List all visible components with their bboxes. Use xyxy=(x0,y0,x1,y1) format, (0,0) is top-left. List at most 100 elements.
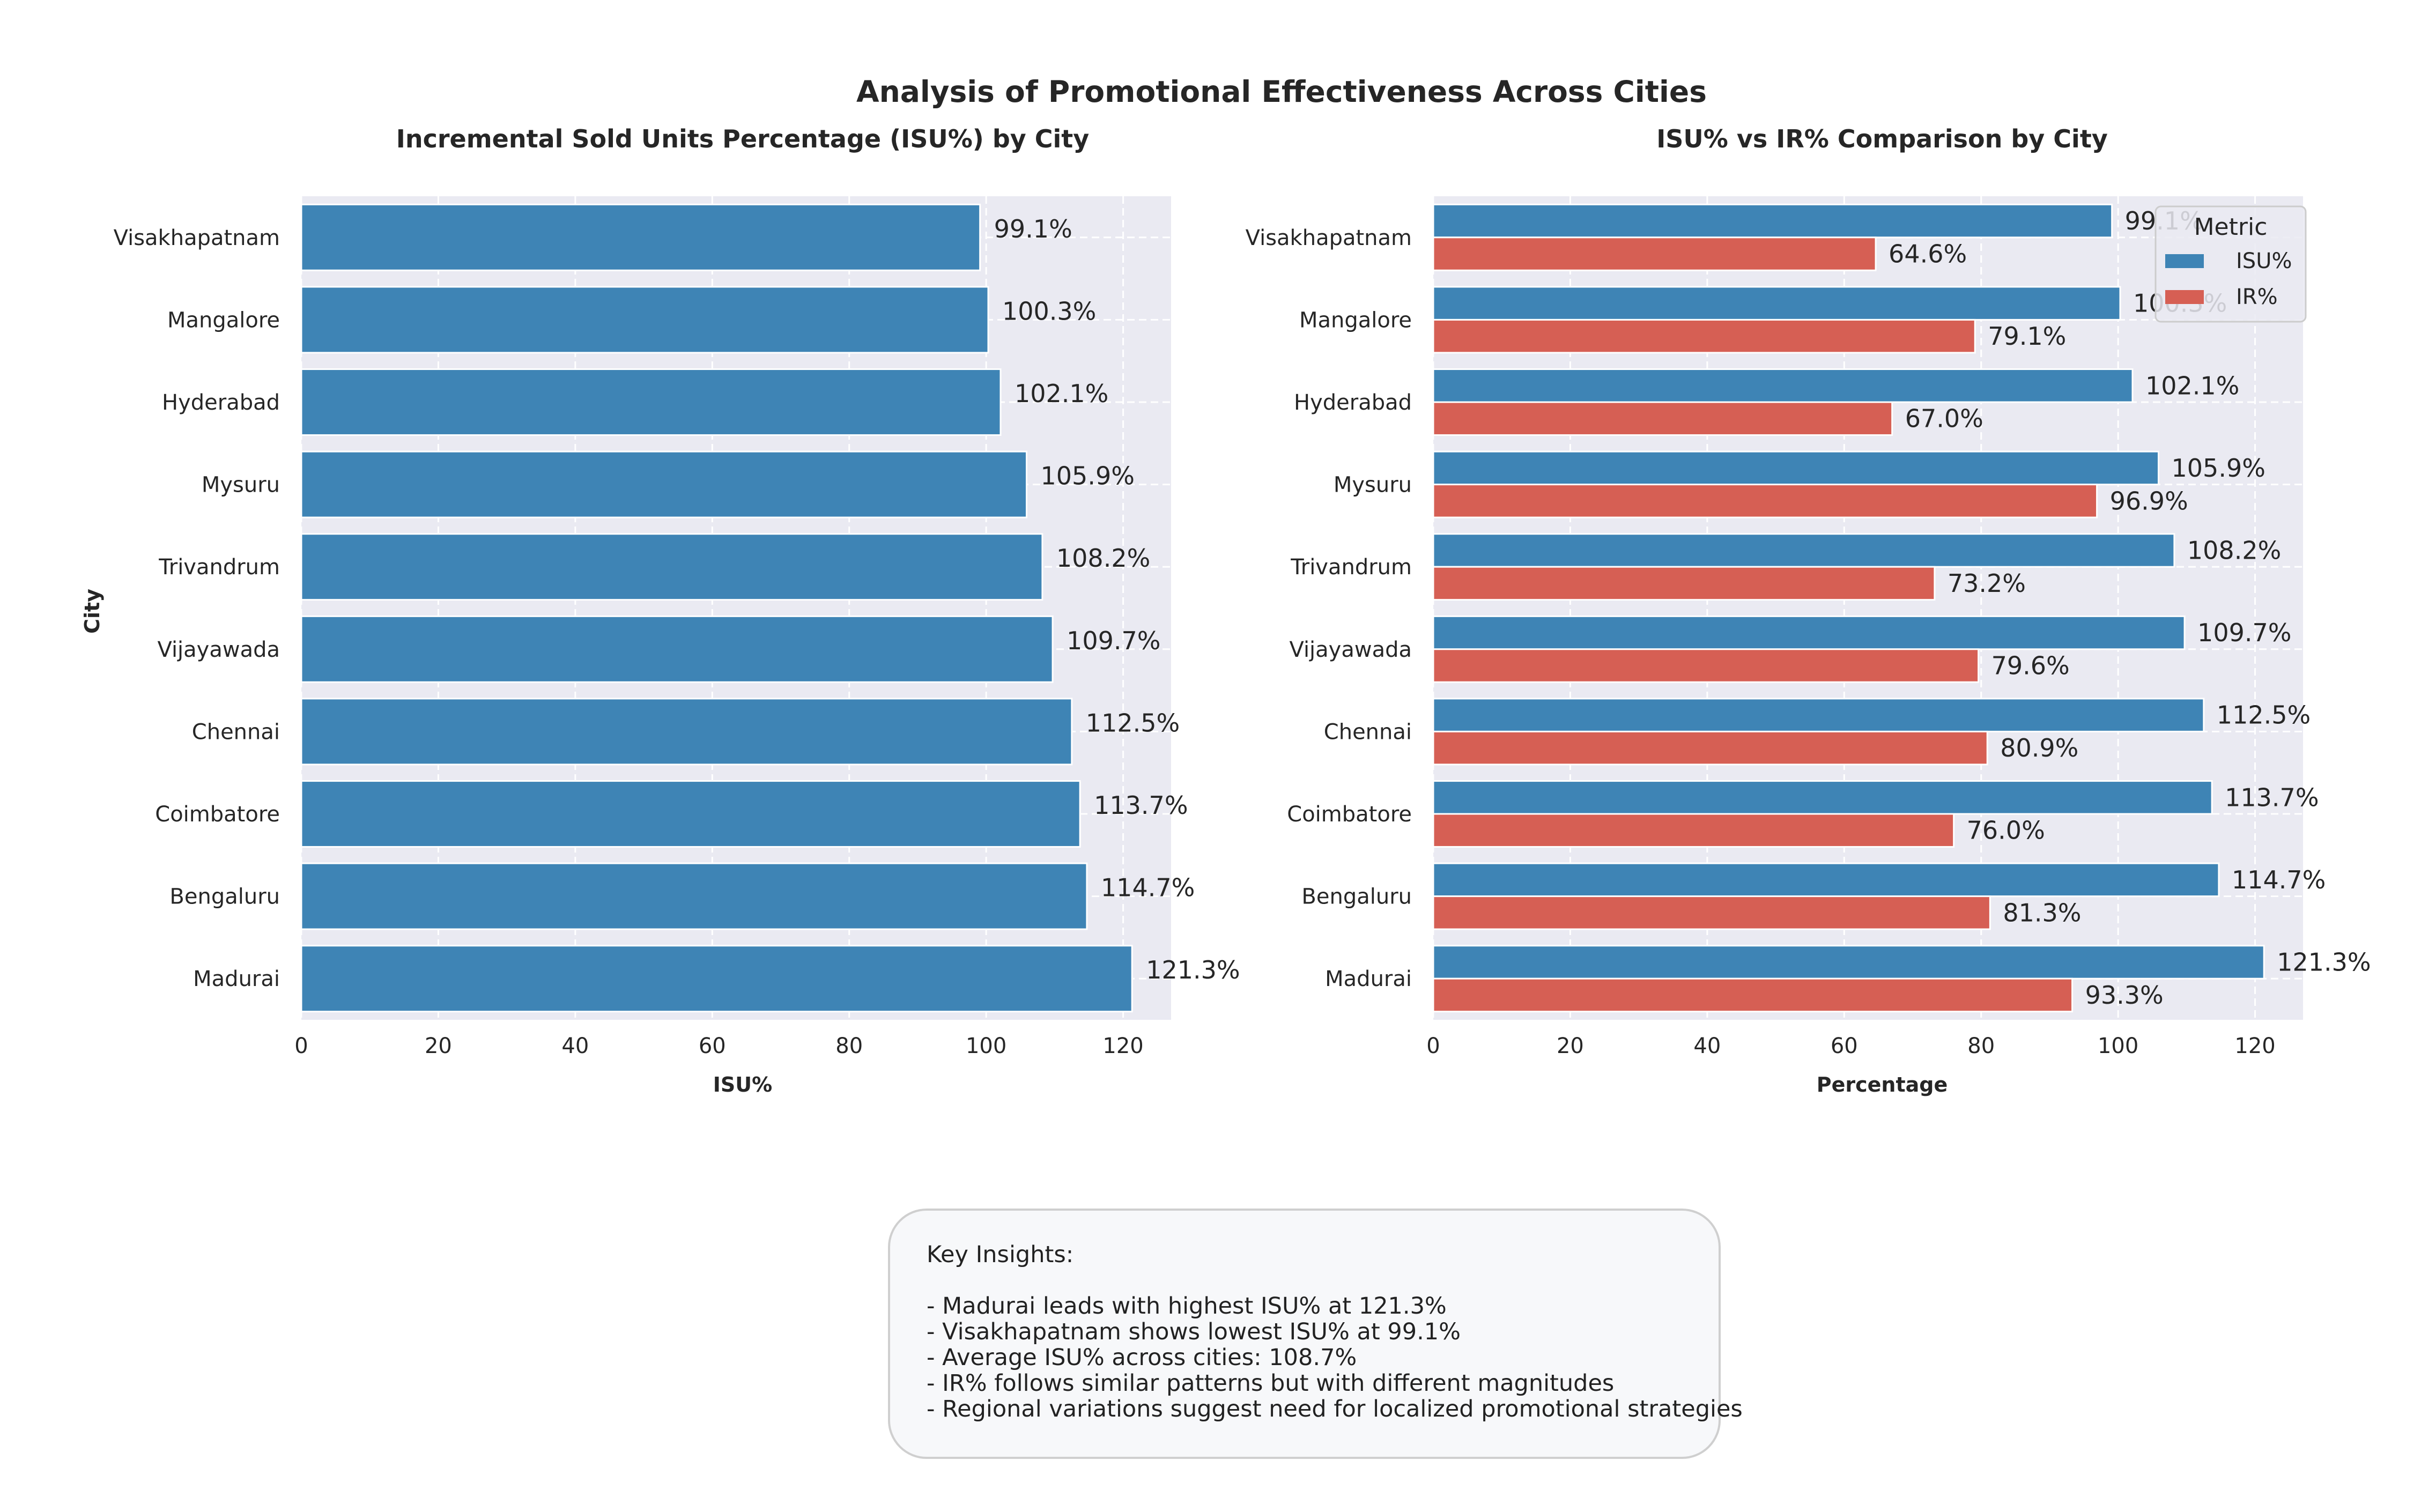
bar xyxy=(300,780,1081,848)
data-label: 102.1% xyxy=(1015,379,1108,408)
x-tick-label: 0 xyxy=(1426,1034,1440,1058)
x-tick-label: 20 xyxy=(425,1034,452,1058)
city-label: Bengaluru xyxy=(1301,885,1412,909)
bar-ir xyxy=(1432,648,1980,683)
city-label: Visakhapatnam xyxy=(114,226,280,250)
data-label: 99.1% xyxy=(994,214,1072,243)
city-label: Vijayawada xyxy=(157,638,280,662)
city-label: Madurai xyxy=(1325,967,1412,991)
city-label: Coimbatore xyxy=(1287,802,1412,827)
chart1-city-labels: Visakhapatnam Mangalore Hyderabad Mysuru Tri… xyxy=(114,226,280,991)
bar xyxy=(300,286,989,354)
bar xyxy=(300,698,1073,766)
chart2-bars xyxy=(1432,203,2265,1013)
data-label-ir: 96.9% xyxy=(2110,486,2188,515)
data-label-ir: 79.6% xyxy=(1991,651,2070,680)
city-label: Chennai xyxy=(192,720,280,744)
chart1-bars xyxy=(300,203,1133,1013)
chart2-x-ticks: 0 20 40 60 80 100 120 xyxy=(1426,1034,2276,1058)
chart1-data-labels: 99.1% 100.3% 102.1% 105.9% 108.2% 109.7% 112.5… xyxy=(994,214,1240,984)
x-tick-label: 60 xyxy=(1831,1034,1858,1058)
city-label: Hyderabad xyxy=(162,390,280,415)
city-label: Mysuru xyxy=(202,473,280,498)
city-label: Bengaluru xyxy=(169,885,280,909)
data-label: 112.5% xyxy=(1086,708,1180,737)
bar-ir xyxy=(1432,813,1955,848)
bar-ir xyxy=(1432,318,1976,354)
data-label-isu: 112.5% xyxy=(2217,701,2311,730)
chart1-title: Incremental Sold Units Percentage (ISU%)… xyxy=(396,124,1090,153)
city-label: Trivandrum xyxy=(158,555,280,580)
chart1-y-axis-label: City xyxy=(80,589,104,634)
data-label: 114.7% xyxy=(1101,873,1195,902)
bar-isu xyxy=(1432,945,2265,980)
data-label-isu: 102.1% xyxy=(2145,371,2239,400)
x-tick-label: 100 xyxy=(2098,1034,2138,1058)
data-label-ir: 79.1% xyxy=(1988,322,2066,351)
bar-isu xyxy=(1432,533,2175,568)
insight-line: - Regional variations suggest need for l… xyxy=(927,1396,1743,1422)
bar-ir xyxy=(1432,895,1991,930)
insight-line: - IR% follows similar patterns but with … xyxy=(927,1370,1615,1397)
bar xyxy=(300,862,1088,930)
bar-ir xyxy=(1432,236,1877,271)
legend-label-isu: ISU% xyxy=(2236,249,2292,273)
bar xyxy=(300,533,1043,601)
bar-isu xyxy=(1432,698,2205,732)
chart2-x-axis-label: Percentage xyxy=(1817,1073,1948,1096)
insight-line: - Average ISU% across cities: 108.7% xyxy=(927,1344,1357,1371)
data-label-ir: 76.0% xyxy=(1967,816,2045,845)
data-label: 121.3% xyxy=(1146,955,1240,984)
data-label-ir: 81.3% xyxy=(2003,898,2081,927)
city-label: Mangalore xyxy=(1299,308,1412,332)
bar-ir xyxy=(1432,566,1936,601)
city-label: Trivandrum xyxy=(1290,555,1412,580)
bar-isu xyxy=(1432,450,2160,486)
bar xyxy=(300,615,1054,683)
bar-isu xyxy=(1432,286,2121,321)
x-tick-label: 100 xyxy=(966,1034,1006,1058)
x-tick-label: 120 xyxy=(1102,1034,1143,1058)
insights-heading: Key Insights: xyxy=(927,1241,1074,1268)
legend-title: Metric xyxy=(2194,213,2268,241)
insight-line: - Madurai leads with highest ISU% at 121… xyxy=(927,1293,1447,1320)
data-label-isu: 108.2% xyxy=(2187,536,2281,565)
data-label-isu: 114.7% xyxy=(2232,865,2326,894)
data-label-isu: 113.7% xyxy=(2225,783,2319,812)
data-label: 108.2% xyxy=(1056,544,1150,573)
bar-isu xyxy=(1432,368,2134,403)
chart2-city-labels: Visakhapatnam Mangalore Hyderabad Mysuru Tri… xyxy=(1246,226,1412,991)
data-label: 109.7% xyxy=(1067,626,1160,655)
key-insights-box: Key Insights: - Madurai leads with highe… xyxy=(888,1209,1743,1459)
x-tick-label: 0 xyxy=(294,1034,308,1058)
data-label-ir: 67.0% xyxy=(1905,404,1983,433)
chart1-x-axis-label: ISU% xyxy=(713,1073,772,1096)
x-tick-label: 20 xyxy=(1557,1034,1584,1058)
x-tick-label: 40 xyxy=(1693,1034,1721,1058)
data-label-ir: 80.9% xyxy=(2000,733,2078,762)
bar xyxy=(300,450,1028,518)
bar xyxy=(300,368,1002,436)
bar xyxy=(300,203,981,271)
city-label: Mangalore xyxy=(167,308,280,332)
legend-label-ir: IR% xyxy=(2236,285,2278,309)
bar-isu xyxy=(1432,615,2186,650)
data-label-ir: 93.3% xyxy=(2085,981,2164,1010)
data-label-isu: 105.9% xyxy=(2172,454,2265,483)
bar-isu xyxy=(1432,862,2220,898)
city-label: Vijayawada xyxy=(1289,638,1412,662)
data-label: 113.7% xyxy=(1094,791,1188,820)
city-label: Coimbatore xyxy=(155,802,280,827)
bar-isu xyxy=(1432,203,2113,239)
x-tick-label: 80 xyxy=(1967,1034,1995,1058)
isu-vs-ir-chart: ISU% vs IR% Comparison by City Visakhapa… xyxy=(1246,124,2371,1096)
bar-ir xyxy=(1432,401,1893,436)
city-label: Madurai xyxy=(193,967,280,991)
bar xyxy=(300,945,1133,1013)
insight-line: - Visakhapatnam shows lowest ISU% at 99.… xyxy=(927,1318,1461,1345)
data-label-ir: 64.6% xyxy=(1889,240,1967,269)
data-label-isu: 109.7% xyxy=(2197,618,2291,647)
figure-title: Analysis of Promotional Effectiveness Ac… xyxy=(856,75,1707,109)
city-label: Visakhapatnam xyxy=(1246,226,1412,250)
data-label: 100.3% xyxy=(1002,297,1096,325)
